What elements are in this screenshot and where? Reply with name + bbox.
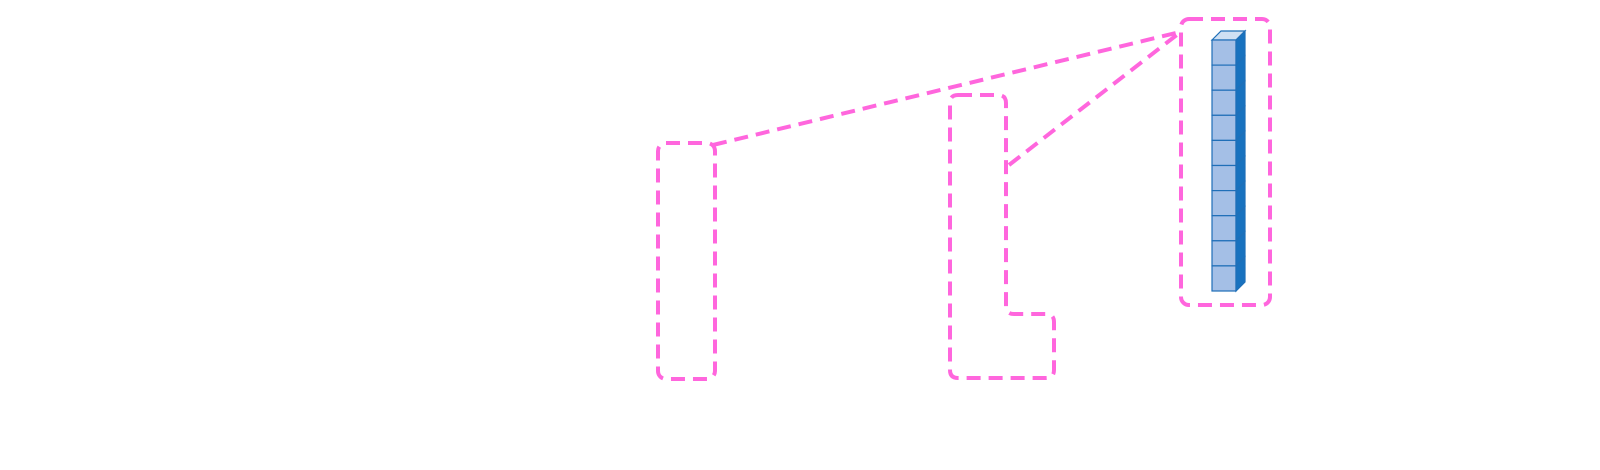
- vector-cell: [1211, 39, 1237, 66]
- vector-cell: [1211, 164, 1237, 192]
- vector-cell: [1211, 114, 1237, 142]
- vector-cell: [1211, 215, 1237, 242]
- vector-cell-side: [1235, 255, 1246, 293]
- output-vector-frame: [1179, 17, 1272, 307]
- vector-cell: [1211, 139, 1237, 167]
- selection-region-l-shape: [948, 93, 1056, 380]
- connector-line-left: [712, 30, 1181, 147]
- connector-line-l-shape: [1007, 32, 1180, 167]
- output-vector-stack: [1210, 29, 1247, 293]
- vector-cell: [1211, 89, 1237, 116]
- vector-cell: [1211, 240, 1237, 267]
- vector-cell: [1211, 64, 1237, 91]
- vector-cell: [1211, 265, 1237, 292]
- vector-cell: [1211, 190, 1237, 217]
- selection-region-left: [656, 141, 717, 381]
